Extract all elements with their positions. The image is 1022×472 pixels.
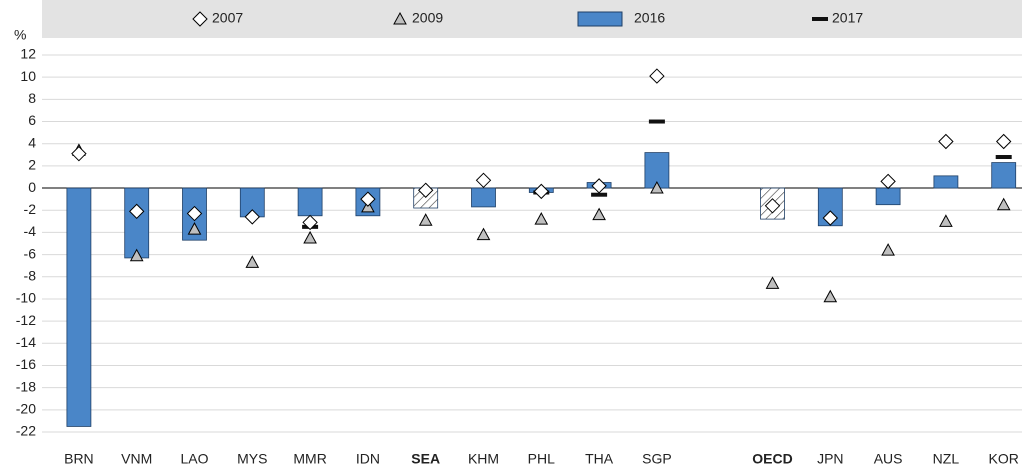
y-tick-label: -16 <box>16 356 36 372</box>
diamond-marker <box>360 191 376 207</box>
y-tick-label: -2 <box>24 201 37 217</box>
y-tick-label: 10 <box>20 68 36 84</box>
x-tick-label: OECD <box>752 451 792 467</box>
y-tick-label: -20 <box>16 401 36 417</box>
x-tick-label: MMR <box>293 451 326 467</box>
x-tick-label: IDN <box>356 451 380 467</box>
diamond-marker <box>938 133 954 150</box>
legend-background <box>42 0 1022 38</box>
diamond-marker <box>475 172 492 189</box>
y-tick-label: -6 <box>24 245 37 261</box>
triangle-marker <box>592 207 606 221</box>
x-tick-label: JPN <box>817 451 843 467</box>
diamond-marker <box>591 178 607 194</box>
diamond-marker <box>880 173 896 190</box>
x-tick-label: KOR <box>989 451 1019 467</box>
legend-symbol <box>192 11 208 27</box>
diamond-marker <box>764 198 781 214</box>
diamond-marker <box>995 133 1012 150</box>
bar <box>471 187 496 208</box>
legend-symbol <box>393 11 407 25</box>
diamond-marker <box>71 145 87 162</box>
triangle-marker <box>187 222 202 235</box>
legend-label: 2016 <box>634 10 665 26</box>
y-tick-label: 8 <box>28 90 36 106</box>
diamond-marker <box>649 68 665 84</box>
triangle-marker <box>823 289 838 303</box>
x-tick-label: AUS <box>874 451 903 467</box>
triangle-marker <box>476 227 491 241</box>
legend-label: 2007 <box>212 10 243 26</box>
x-tick-label: THA <box>585 451 614 467</box>
y-tick-label: -8 <box>24 267 37 283</box>
triangle-marker <box>418 213 433 226</box>
y-tick-label: -18 <box>16 378 36 394</box>
legend-symbol <box>577 11 623 27</box>
diamond-marker <box>186 205 203 222</box>
triangle-marker <box>650 181 664 194</box>
x-tick-label: KHM <box>468 451 499 467</box>
dash-marker <box>591 192 608 197</box>
legend-label: 2009 <box>412 10 443 26</box>
triangle-marker <box>534 212 549 225</box>
bar <box>124 187 150 259</box>
y-tick-label: -22 <box>16 423 36 439</box>
y-tick-label: -4 <box>24 223 37 239</box>
y-tick-label: -10 <box>16 290 36 306</box>
y-tick-label: -14 <box>16 334 36 350</box>
triangle-marker <box>245 255 260 268</box>
triangle-marker <box>129 248 144 262</box>
triangle-marker <box>303 230 317 244</box>
bar <box>297 187 323 217</box>
diamond-marker <box>244 209 261 225</box>
y-tick-label: 4 <box>28 134 36 150</box>
triangle-marker <box>939 214 953 227</box>
x-tick-label: VNM <box>121 451 152 467</box>
triangle-marker <box>881 243 895 256</box>
bar <box>991 162 1017 189</box>
diamond-marker <box>417 182 434 198</box>
y-tick-label: 2 <box>28 157 36 173</box>
diamond-marker <box>822 210 839 226</box>
triangle-marker <box>996 197 1011 211</box>
x-tick-label: SEA <box>411 451 440 467</box>
y-tick-label: 0 <box>28 179 36 195</box>
diamond-marker <box>533 183 550 200</box>
bar <box>66 187 92 427</box>
y-tick-label: 12 <box>20 46 36 62</box>
x-tick-label: PHL <box>528 451 555 467</box>
x-tick-label: SGP <box>642 451 672 467</box>
dash-marker <box>995 155 1012 160</box>
diamond-marker <box>302 214 318 231</box>
y-tick-label: -12 <box>16 312 36 328</box>
legend-symbol <box>812 17 828 21</box>
x-tick-label: LAO <box>180 451 208 467</box>
x-tick-label: NZL <box>933 451 960 467</box>
dash-marker <box>648 119 665 124</box>
y-tick-label: 6 <box>28 112 36 128</box>
bar <box>933 175 959 189</box>
legend-label: 2017 <box>832 10 863 26</box>
bar <box>875 187 901 206</box>
diamond-marker <box>128 203 145 220</box>
triangle-marker <box>765 276 780 289</box>
y-axis-label: % <box>14 27 26 43</box>
x-tick-label: BRN <box>64 451 94 467</box>
x-tick-label: MYS <box>237 451 267 467</box>
